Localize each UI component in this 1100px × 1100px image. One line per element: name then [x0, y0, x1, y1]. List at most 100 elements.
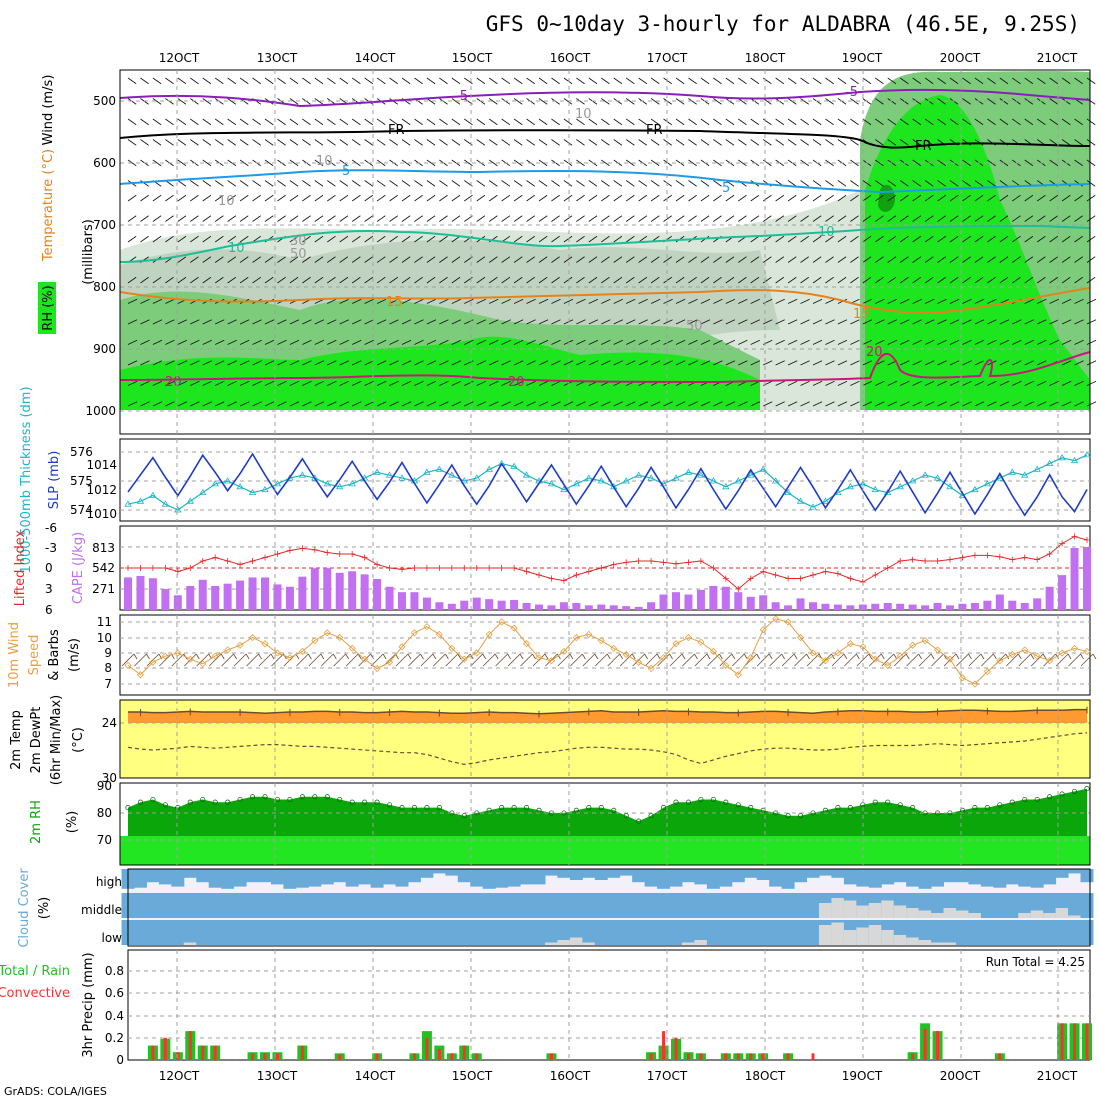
top-date-label: 16OCT — [550, 51, 591, 65]
thickness-tick: 575 — [70, 474, 93, 488]
wind10-marker — [348, 644, 356, 652]
wind-barb — [900, 298, 910, 304]
wind-barb — [563, 360, 574, 366]
bottom-date-label: 15OCT — [452, 1069, 493, 1083]
wind-barb — [152, 139, 162, 146]
wind-barb — [476, 298, 486, 304]
wind-barb — [713, 298, 723, 304]
wind-barb — [1036, 235, 1046, 243]
rh2m-tick: 70 — [97, 833, 112, 847]
cloud-low-bar-base — [619, 920, 633, 945]
cape-bar — [684, 594, 693, 610]
wind-barb — [489, 298, 499, 304]
cape-bar — [161, 589, 170, 610]
temp2m-series — [128, 708, 1087, 715]
wind-barb — [750, 401, 760, 407]
wind10-marker — [946, 655, 954, 663]
wind-barb — [264, 319, 275, 325]
wind-barb — [787, 118, 797, 126]
wind-barb — [252, 77, 261, 85]
lifted-index-ylabel: Lifted Index — [13, 529, 28, 606]
cape-bar — [535, 604, 543, 610]
wind-barb — [439, 118, 448, 126]
wind-barb — [949, 118, 959, 126]
lifted-index-marker — [697, 558, 704, 564]
wind-barb — [364, 360, 374, 366]
cloud-high-bar — [407, 869, 421, 883]
rh2m-marker — [1084, 786, 1090, 792]
wind-barb — [177, 276, 187, 284]
wind-barb — [1074, 401, 1084, 407]
rh2m-marker — [137, 799, 144, 805]
wind-barb — [738, 194, 747, 202]
wind-barb — [513, 118, 523, 126]
wind-barb — [601, 401, 611, 407]
wind-barb — [576, 401, 586, 407]
wind10-marker — [871, 655, 879, 663]
wind-barb — [625, 235, 635, 243]
wind-barb — [750, 319, 760, 325]
wind-barb — [426, 339, 437, 345]
wind-barb — [165, 194, 174, 202]
wind-barb — [252, 380, 262, 386]
isotherm-label: 30 — [290, 234, 307, 249]
wind-barb — [476, 215, 486, 222]
wind-barb — [924, 276, 934, 284]
wind-barb — [426, 139, 436, 146]
surface-wind-barb — [146, 653, 160, 667]
lifted-index-marker — [436, 565, 443, 571]
surface-wind-barb — [208, 653, 222, 667]
cloud-high-bar — [794, 869, 808, 883]
lifted-index-marker — [685, 559, 692, 566]
isotherm-label: 10 — [818, 225, 835, 240]
surface-wind-barb-flag — [519, 653, 524, 660]
wind-barb — [650, 118, 660, 126]
wind-barb — [538, 118, 548, 126]
cape-bar — [348, 571, 357, 610]
wind-barb — [302, 215, 311, 222]
wind-barb — [1086, 139, 1096, 146]
cloud-low-bar — [681, 942, 695, 945]
wind-barb — [875, 235, 884, 243]
cape-bar — [771, 602, 780, 610]
precip-convective-bar — [412, 1053, 416, 1060]
surface-wind-barb — [233, 653, 247, 667]
wind-barb — [949, 319, 960, 325]
wind-barb — [1037, 401, 1047, 407]
wind-barb — [264, 139, 274, 146]
wind-barb — [924, 380, 935, 386]
wind-barb — [912, 139, 922, 146]
precip-tick: 0 — [116, 1053, 124, 1067]
wind-barb — [551, 215, 560, 222]
surface-wind-barb-flag — [594, 653, 599, 660]
cloud-low-bar-base — [694, 920, 708, 945]
wind-barb — [302, 256, 311, 263]
wind-barb — [1086, 319, 1097, 325]
surface-wind-barb — [669, 653, 683, 667]
wind-barb — [688, 98, 697, 105]
wind-barb — [563, 319, 574, 325]
wind10-marker — [448, 644, 456, 652]
precip-convective-bar — [462, 1045, 466, 1060]
wind-barb — [725, 139, 735, 146]
wind-barb — [650, 339, 661, 345]
wind-barb — [464, 380, 474, 386]
cloud-low-bar-base — [706, 920, 720, 945]
wind-barb — [202, 139, 212, 146]
surface-wind-barb — [221, 653, 234, 667]
wind-barb — [837, 194, 847, 202]
cape-bar — [1058, 575, 1067, 610]
wind-barb — [538, 180, 548, 187]
wind-barb — [688, 360, 698, 366]
wind-barb — [713, 159, 722, 167]
wind-barb — [924, 339, 935, 345]
rh2m-marker — [175, 805, 181, 811]
thickness-marker — [323, 480, 331, 487]
cloud-mid-bar — [893, 905, 907, 918]
precip-ylabel-units: 3hr Precip (mm) — [81, 952, 96, 1057]
wind-barb — [352, 401, 362, 407]
cloud-high-bar — [183, 869, 197, 878]
wind-barb — [825, 276, 834, 284]
wind-barb — [987, 380, 997, 386]
cloud-low-bar-base — [333, 920, 347, 945]
